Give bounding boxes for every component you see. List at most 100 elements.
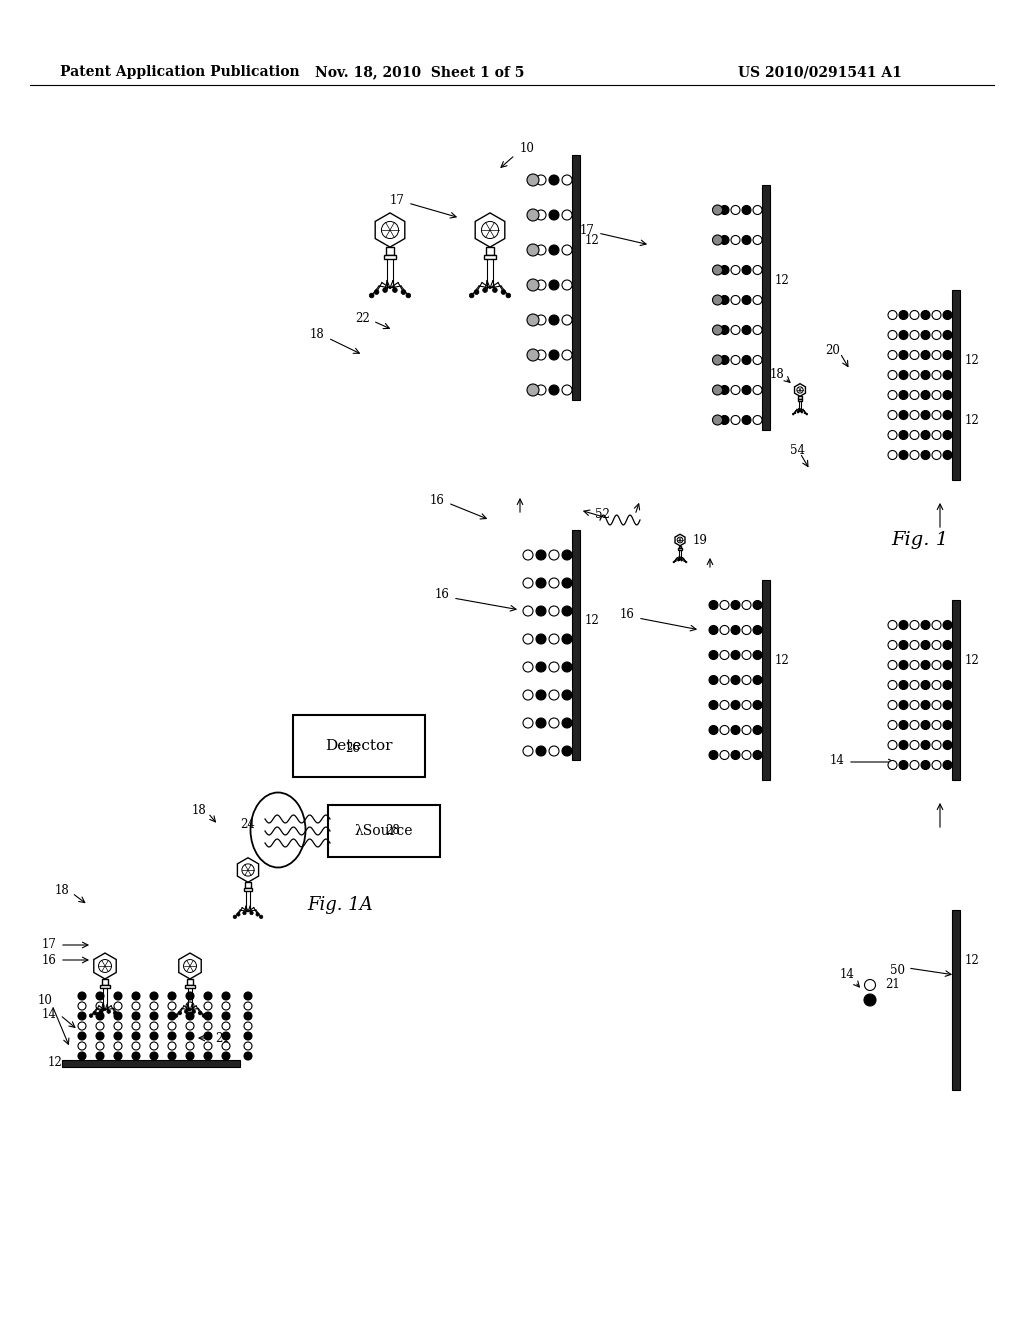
Text: 12: 12 (775, 653, 790, 667)
Circle shape (943, 701, 952, 710)
Bar (185, 985, 195, 989)
Circle shape (114, 1011, 117, 1015)
Circle shape (753, 726, 762, 734)
Circle shape (899, 640, 908, 649)
Circle shape (132, 1002, 140, 1010)
Circle shape (921, 371, 930, 380)
Circle shape (168, 1041, 176, 1049)
Text: λSource: λSource (354, 824, 414, 838)
Circle shape (742, 416, 751, 425)
Circle shape (731, 416, 740, 425)
Circle shape (204, 1012, 212, 1020)
Circle shape (186, 1032, 194, 1040)
Circle shape (168, 1032, 176, 1040)
Circle shape (204, 1032, 212, 1040)
Circle shape (921, 391, 930, 400)
Circle shape (932, 721, 941, 730)
Circle shape (731, 326, 740, 334)
Circle shape (753, 235, 762, 244)
Bar (798, 399, 802, 401)
Circle shape (244, 1032, 252, 1040)
Circle shape (720, 651, 729, 660)
Circle shape (244, 993, 252, 1001)
Circle shape (549, 746, 559, 756)
Circle shape (709, 626, 718, 635)
Circle shape (921, 640, 930, 649)
Bar (679, 545, 681, 548)
Circle shape (233, 915, 237, 919)
Circle shape (406, 293, 411, 298)
Circle shape (921, 310, 930, 319)
Circle shape (536, 663, 546, 672)
Circle shape (536, 176, 546, 185)
Text: 14: 14 (830, 754, 845, 767)
Circle shape (168, 1022, 176, 1030)
Circle shape (96, 1052, 104, 1060)
Circle shape (888, 411, 897, 420)
Circle shape (523, 578, 534, 587)
Circle shape (888, 721, 897, 730)
Circle shape (899, 411, 908, 420)
Bar (244, 887, 253, 891)
Bar (762, 185, 770, 430)
Circle shape (932, 310, 941, 319)
Circle shape (921, 430, 930, 440)
Text: 18: 18 (310, 329, 325, 342)
Circle shape (96, 1032, 104, 1040)
Circle shape (753, 206, 762, 214)
Circle shape (709, 701, 718, 710)
Circle shape (78, 1041, 86, 1049)
Circle shape (78, 1002, 86, 1010)
Bar (572, 531, 580, 760)
Circle shape (106, 1010, 111, 1014)
Circle shape (536, 550, 546, 560)
Text: 12: 12 (965, 413, 980, 426)
Circle shape (168, 993, 176, 1001)
Circle shape (78, 1022, 86, 1030)
Circle shape (114, 1052, 122, 1060)
Circle shape (910, 351, 919, 359)
Circle shape (888, 371, 897, 380)
FancyBboxPatch shape (328, 805, 440, 857)
Circle shape (793, 413, 795, 414)
Circle shape (910, 701, 919, 710)
Circle shape (899, 721, 908, 730)
Circle shape (681, 560, 682, 561)
Circle shape (921, 721, 930, 730)
Bar (245, 882, 251, 887)
Circle shape (742, 355, 751, 364)
Circle shape (742, 701, 751, 710)
Circle shape (932, 741, 941, 750)
Circle shape (742, 601, 751, 610)
Circle shape (713, 235, 723, 246)
Circle shape (204, 1041, 212, 1049)
Circle shape (536, 385, 546, 395)
Circle shape (943, 721, 952, 730)
Circle shape (932, 450, 941, 459)
Circle shape (921, 681, 930, 689)
Circle shape (562, 578, 572, 587)
Polygon shape (238, 858, 259, 882)
Circle shape (678, 560, 679, 561)
Circle shape (675, 560, 676, 562)
Circle shape (549, 550, 559, 560)
Circle shape (549, 210, 559, 220)
Circle shape (78, 1032, 86, 1040)
Circle shape (713, 414, 723, 425)
Circle shape (720, 355, 729, 364)
Circle shape (804, 412, 806, 413)
FancyBboxPatch shape (293, 715, 425, 777)
Circle shape (114, 1032, 122, 1040)
Text: 54: 54 (790, 444, 805, 457)
Text: 12: 12 (585, 234, 600, 247)
Circle shape (943, 640, 952, 649)
Circle shape (536, 350, 546, 360)
Text: 16: 16 (620, 609, 635, 622)
Circle shape (132, 1012, 140, 1020)
Circle shape (536, 210, 546, 220)
Circle shape (753, 355, 762, 364)
Circle shape (910, 760, 919, 770)
Circle shape (549, 718, 559, 729)
Circle shape (899, 620, 908, 630)
Circle shape (536, 690, 546, 700)
